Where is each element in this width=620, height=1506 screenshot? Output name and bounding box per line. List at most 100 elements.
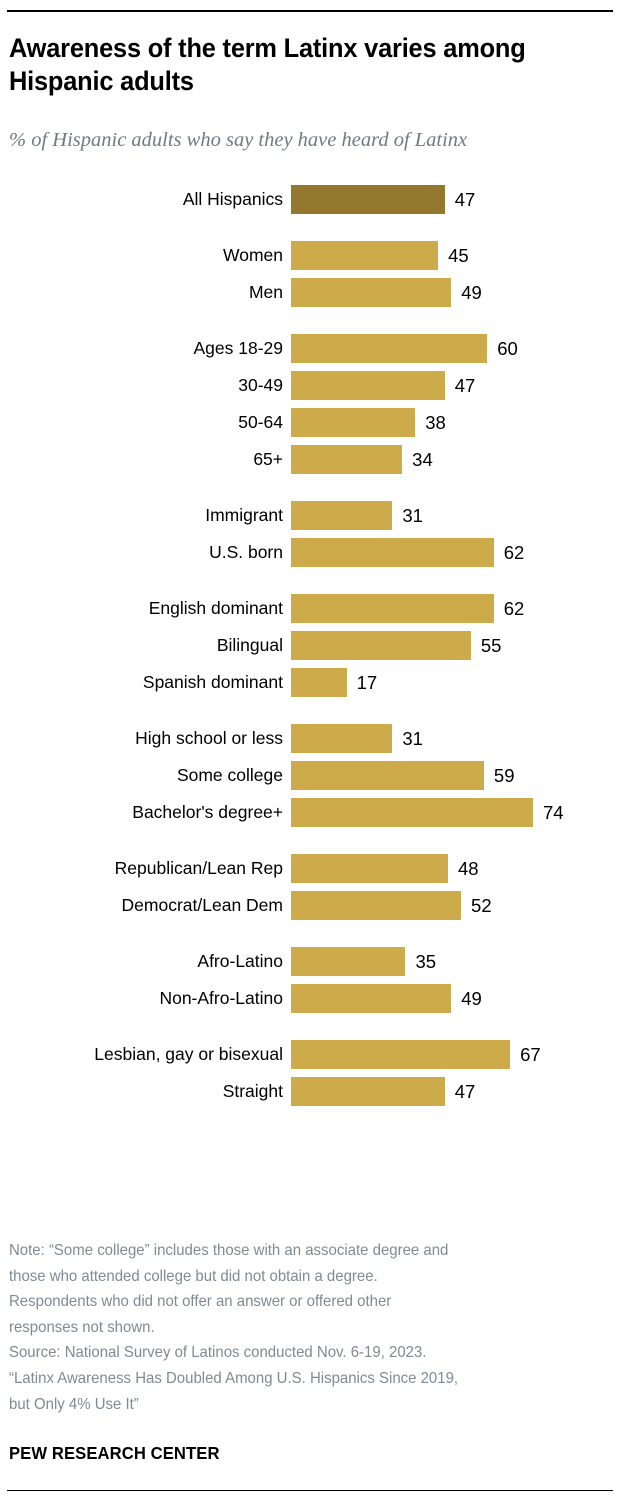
bar xyxy=(291,798,533,827)
chart-subtitle: % of Hispanic adults who say they have h… xyxy=(9,129,468,151)
bar-track: 47 xyxy=(291,371,620,400)
bar-row[interactable]: Republican/Lean Rep 48 xyxy=(0,854,620,883)
bar-row-label: English dominant xyxy=(148,598,283,618)
bar-value-label: 67 xyxy=(520,1044,541,1065)
bar-value-label: 48 xyxy=(457,858,479,879)
bar-group-age: Ages 18-29 60 30-49 47 50-64 38 65+ 34 xyxy=(0,334,620,474)
bar-row-label: Bachelor's degree+ xyxy=(132,802,283,822)
bar-track: 52 xyxy=(291,891,620,920)
bar-group-afro_latino: Afro-Latino 35 Non-Afro-Latino 49 xyxy=(0,947,620,1013)
bar-row[interactable]: Immigrant 31 xyxy=(0,501,620,530)
bar-row-label: 65+ xyxy=(253,449,283,469)
bar-row[interactable]: U.S. born 62 xyxy=(0,538,620,567)
bar-row[interactable]: Ages 18-29 60 xyxy=(0,334,620,363)
bar-row[interactable]: Bachelor's degree+ 74 xyxy=(0,798,620,827)
bar-value-label: 35 xyxy=(415,951,437,972)
bar-value-label: 47 xyxy=(454,375,476,396)
pew-research-center-logo: PEW RESEARCH CENTER xyxy=(9,1443,220,1463)
bar-row-label: 50-64 xyxy=(238,412,283,432)
bar-row-label: Lesbian, gay or bisexual xyxy=(94,1044,283,1064)
bar-row[interactable]: Men 49 xyxy=(0,278,620,307)
bar-row-label: Non-Afro-Latino xyxy=(159,988,283,1008)
bar-value-label: 31 xyxy=(402,505,423,526)
bar-group-total: All Hispanics 47 xyxy=(0,185,620,214)
bar xyxy=(291,761,484,790)
bar-row-label: Republican/Lean Rep xyxy=(114,858,283,878)
bar-row-label: Bilingual xyxy=(216,635,283,655)
bar-value-label: 62 xyxy=(503,542,525,563)
bar-value-label: 31 xyxy=(402,728,423,749)
bar-group-education: High school or less 31 Some college 59 Bache… xyxy=(0,724,620,827)
bar xyxy=(291,371,445,400)
bar-row[interactable]: Lesbian, gay or bisexual 67 xyxy=(0,1040,620,1069)
bar-value-label: 74 xyxy=(542,802,564,823)
bar-row[interactable]: Straight 47 xyxy=(0,1077,620,1106)
bar-row[interactable]: Democrat/Lean Dem 52 xyxy=(0,891,620,920)
bar-value-label: 47 xyxy=(454,189,476,210)
bar-row[interactable]: Afro-Latino 35 xyxy=(0,947,620,976)
bar-track: 48 xyxy=(291,854,620,883)
bar-row-label: 30-49 xyxy=(238,375,283,395)
bar-row[interactable]: 50-64 38 xyxy=(0,408,620,437)
bar-group-language: English dominant 62 Bilingual 55 Spanish dom… xyxy=(0,594,620,697)
bar-row[interactable]: Non-Afro-Latino 49 xyxy=(0,984,620,1013)
bar-track: 62 xyxy=(291,538,620,567)
bar-track: 34 xyxy=(291,445,620,474)
bar xyxy=(291,538,494,567)
bar-track: 38 xyxy=(291,408,620,437)
bar-row[interactable]: Bilingual 55 xyxy=(0,631,620,660)
bottom-rule xyxy=(7,1490,613,1491)
bar xyxy=(291,1040,511,1069)
bar-row[interactable]: 30-49 47 xyxy=(0,371,620,400)
report-title-line-1: “Latinx Awareness Has Doubled Among U.S.… xyxy=(9,1369,459,1387)
bar xyxy=(291,445,403,474)
chart-title: Awareness of the term Latinx varies amon… xyxy=(9,33,526,96)
bar-value-label: 49 xyxy=(461,988,482,1009)
bar-row[interactable]: High school or less 31 xyxy=(0,724,620,753)
note-line-3: Respondents who did not offer an answer … xyxy=(9,1293,392,1311)
bar xyxy=(291,724,393,753)
note-line-1: Note: “Some college” includes those with… xyxy=(9,1242,449,1259)
bar-group-gender: Women 45 Men 49 xyxy=(0,241,620,307)
bar-row-label: Women xyxy=(223,245,283,265)
chart-footnotes: Note: “Some college” includes those with… xyxy=(9,1238,585,1417)
bar-track: 35 xyxy=(291,947,620,976)
bar-row-label: Some college xyxy=(176,765,283,785)
bar-row-label: Immigrant xyxy=(205,505,283,525)
bar-track: 62 xyxy=(291,594,620,623)
bar-value-label: 52 xyxy=(471,895,492,916)
bar-row-label: Ages 18-29 xyxy=(193,338,283,358)
bar-value-label: 49 xyxy=(461,282,482,303)
bar-row[interactable]: Spanish dominant 17 xyxy=(0,668,620,697)
bar-row[interactable]: 65+ 34 xyxy=(0,445,620,474)
bar-value-label: 45 xyxy=(448,245,469,266)
bar-group-party: Republican/Lean Rep 48 Democrat/Lean Dem 52 xyxy=(0,854,620,920)
note-line-4: responses not shown. xyxy=(9,1318,155,1336)
note-line-2: those who attended college but did not o… xyxy=(9,1267,378,1285)
bar-highlight xyxy=(291,185,445,214)
bar-track: 31 xyxy=(291,501,620,530)
bar-row[interactable]: English dominant 62 xyxy=(0,594,620,623)
bar-track: 55 xyxy=(291,631,620,660)
bar-value-label: 62 xyxy=(503,598,525,619)
bar xyxy=(291,891,462,920)
bar xyxy=(291,594,494,623)
bar-row-label: Men xyxy=(248,282,283,302)
bar-row-label: U.S. born xyxy=(209,542,283,562)
bar-row-label: All Hispanics xyxy=(182,189,283,209)
bar-row-label: High school or less xyxy=(135,728,283,748)
bar xyxy=(291,408,416,437)
bar xyxy=(291,1077,445,1106)
bar xyxy=(291,241,439,270)
bar-row[interactable]: All Hispanics 47 xyxy=(0,185,620,214)
report-title-line-2: but Only 4% Use It” xyxy=(9,1395,139,1413)
bar-value-label: 34 xyxy=(412,449,433,470)
bar-track: 47 xyxy=(291,185,620,214)
bar xyxy=(291,668,347,697)
bar-row[interactable]: Women 45 xyxy=(0,241,620,270)
bar xyxy=(291,631,471,660)
bar-track: 60 xyxy=(291,334,620,363)
bar-value-label: 59 xyxy=(493,765,515,786)
bar-row[interactable]: Some college 59 xyxy=(0,761,620,790)
